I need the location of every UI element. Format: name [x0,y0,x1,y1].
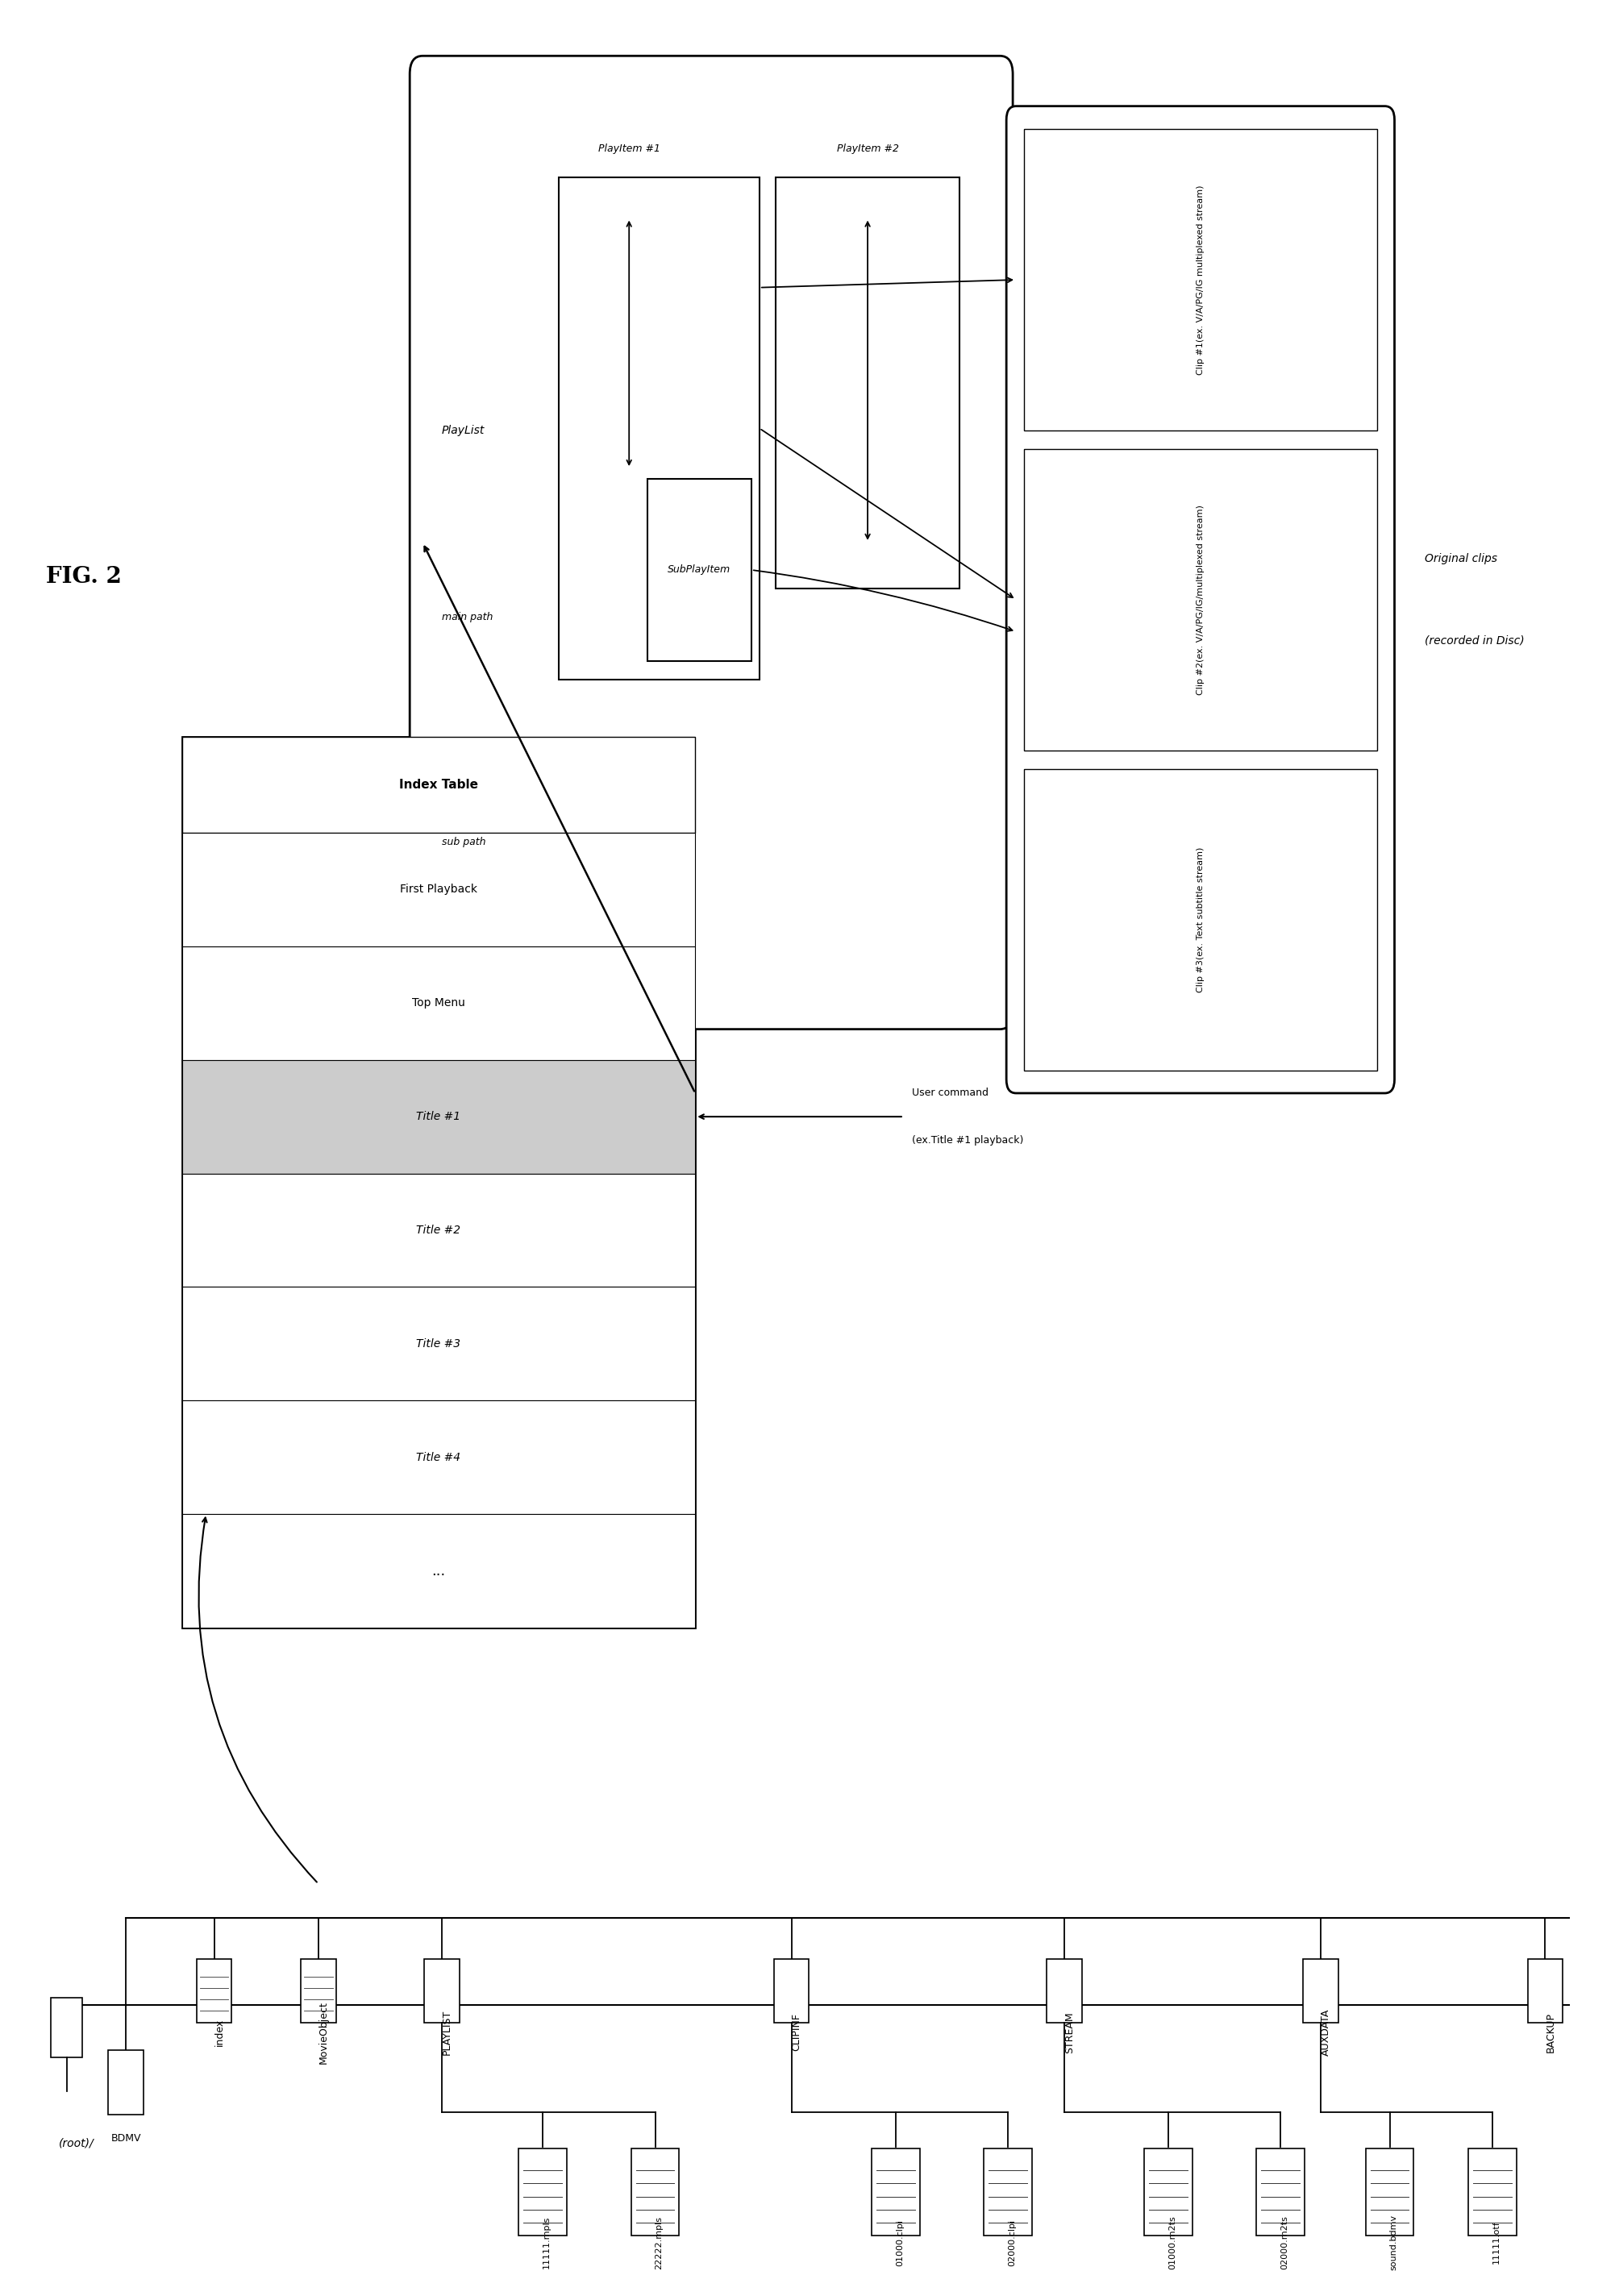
Bar [197,1958,231,2023]
Bar [872,2149,921,2236]
Text: index: index [215,2018,224,2046]
Bar [182,1288,694,1401]
Bar [1468,2149,1516,2236]
Bar [182,1061,694,1173]
Text: 22222.mpls: 22222.mpls [656,2216,664,2268]
Text: Clip #1(ex. V/A/PG/IG multiplexed stream): Clip #1(ex. V/A/PG/IG multiplexed stream… [1197,186,1205,374]
Text: STREAM: STREAM [1064,2011,1074,2053]
Bar [425,1958,460,2023]
Bar [984,2149,1032,2236]
Bar [1024,448,1378,751]
Bar [182,946,694,1061]
Text: Original clips: Original clips [1424,553,1497,565]
Text: Index Table: Index Table [399,778,478,790]
Text: MovieObject: MovieObject [318,2000,329,2064]
Bar [518,2149,567,2236]
Bar [1303,1958,1339,2023]
Text: Title #3: Title #3 [417,1339,460,1350]
Text: PlayItem #2: PlayItem #2 [837,145,898,154]
Bar [182,1515,694,1628]
Text: 01000.clpi: 01000.clpi [896,2218,904,2266]
Text: 11111.otf: 11111.otf [1492,2220,1500,2264]
FancyBboxPatch shape [1006,106,1394,1093]
Bar [1366,2149,1413,2236]
Bar [1528,1958,1563,2023]
Bar [631,2149,680,2236]
Text: CLIPINF: CLIPINF [791,2014,803,2050]
Text: 02000.clpi: 02000.clpi [1008,2218,1016,2266]
Bar [182,1173,694,1288]
Text: Top Menu: Top Menu [412,996,465,1008]
Bar [182,737,694,1628]
Bar [108,2050,144,2115]
Text: Title #1: Title #1 [417,1111,460,1123]
Bar [300,1958,336,2023]
Bar [1024,129,1378,432]
Bar [182,833,694,946]
Text: BDMV: BDMV [111,2133,141,2142]
Text: sound.bdmv: sound.bdmv [1389,2216,1397,2271]
Bar [1256,2149,1305,2236]
Text: First Playback: First Playback [401,884,478,895]
Text: 11111.mpls: 11111.mpls [543,2216,551,2268]
Bar [1024,769,1378,1070]
Text: BACKUP: BACKUP [1546,2011,1555,2053]
Text: 02000.m2ts: 02000.m2ts [1281,2216,1289,2268]
Text: (root)/: (root)/ [58,2138,94,2149]
Text: 01000.m2ts: 01000.m2ts [1168,2216,1176,2268]
Text: PlayList: PlayList [443,425,484,436]
Text: FIG. 2: FIG. 2 [45,565,121,588]
Text: User command: User command [912,1088,988,1097]
Bar [774,1958,809,2023]
Text: Clip #2(ex. V/A/PG/IG/multiplexed stream): Clip #2(ex. V/A/PG/IG/multiplexed stream… [1197,505,1205,696]
Text: SubPlayItem: SubPlayItem [667,565,730,576]
Text: Title #2: Title #2 [417,1224,460,1235]
Bar [182,737,694,833]
Bar [775,177,959,588]
Text: AUXDATA: AUXDATA [1321,2009,1331,2055]
Bar [648,478,751,661]
Bar [1145,2149,1192,2236]
Bar [182,1401,694,1515]
FancyBboxPatch shape [410,55,1013,1029]
Bar [50,1998,82,2057]
Text: ...: ... [431,1564,446,1577]
Text: sub path: sub path [443,838,486,847]
Bar [1047,1958,1082,2023]
Text: Title #4: Title #4 [417,1451,460,1463]
Bar [559,177,759,680]
Text: PlayItem #1: PlayItem #1 [598,145,661,154]
Text: PLAYLIST: PLAYLIST [443,2009,452,2055]
Text: (recorded in Disc): (recorded in Disc) [1424,636,1525,647]
Text: (ex.Title #1 playback): (ex.Title #1 playback) [912,1134,1024,1146]
Text: main path: main path [443,613,493,622]
Text: Clip #3(ex. Text subtitle stream): Clip #3(ex. Text subtitle stream) [1197,847,1205,992]
